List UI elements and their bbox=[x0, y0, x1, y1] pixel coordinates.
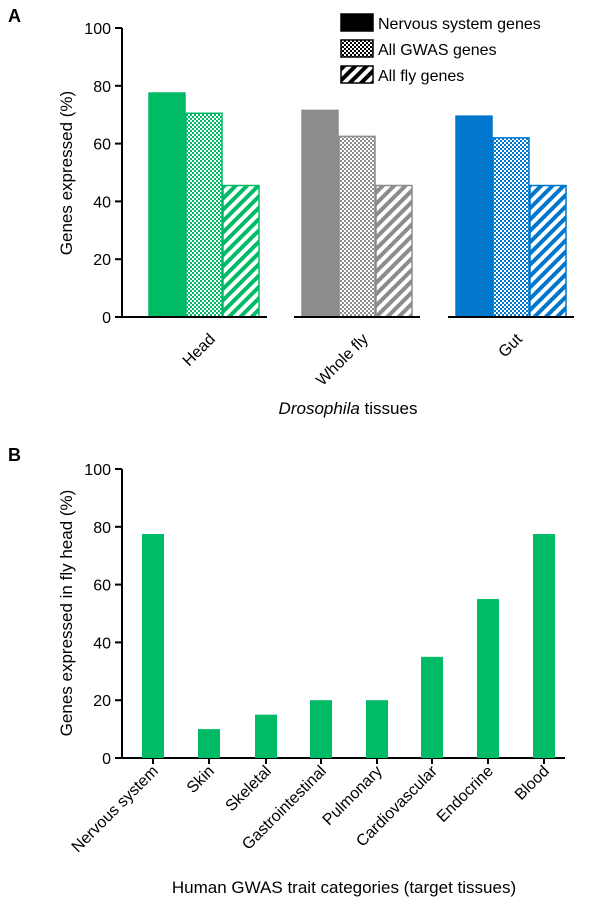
panel-b-bar bbox=[477, 599, 499, 758]
legend-swatch bbox=[340, 65, 374, 84]
panel-a-legend: Nervous system genes All GWAS genes All fl… bbox=[340, 13, 541, 85]
panel-a-bar bbox=[301, 109, 339, 318]
legend-swatch bbox=[340, 13, 374, 32]
panel-b-bar bbox=[142, 534, 164, 758]
panel-a-ytick-label: 80 bbox=[93, 79, 111, 96]
panel-b-ytick-label: 80 bbox=[93, 520, 111, 537]
panel-a-ytick-label: 20 bbox=[93, 252, 111, 269]
panel-b-bar bbox=[310, 700, 332, 758]
panel-b-ytick-label: 100 bbox=[84, 462, 111, 479]
legend-swatch bbox=[340, 39, 374, 58]
panel-a-xtick-label: Gut bbox=[496, 330, 527, 361]
panel-a-bar bbox=[185, 112, 223, 318]
panel-b-ytick-label: 40 bbox=[93, 635, 111, 652]
panel-a-bar bbox=[375, 184, 413, 318]
panel-a-bar bbox=[148, 92, 186, 318]
panel-a-xlabel-italic: Drosophila bbox=[279, 399, 360, 418]
panel-b-bar bbox=[421, 656, 443, 758]
panel-b-bar bbox=[198, 729, 220, 758]
panel-a-xlabel: Drosophila tissues bbox=[279, 399, 418, 418]
panel-b-ytick-label: 0 bbox=[102, 751, 111, 768]
legend-label: All fly genes bbox=[378, 68, 464, 85]
panel-a-bar bbox=[338, 135, 376, 318]
panel-b-bar bbox=[366, 700, 388, 758]
panel-a-xtick-label: Head bbox=[180, 331, 219, 370]
panel-b-ylabel: Genes expressed in fly head (%) bbox=[57, 490, 76, 737]
panel-a-bar bbox=[222, 184, 260, 318]
panel-a-ytick-label: 60 bbox=[93, 137, 111, 154]
panel-a-xlabel-rest: tissues bbox=[360, 399, 418, 418]
panel-b-xlabel: Human GWAS trait categories (target tiss… bbox=[172, 878, 516, 897]
panel-b-bar bbox=[533, 534, 555, 758]
panel-b-bar bbox=[255, 714, 277, 758]
legend-label: Nervous system genes bbox=[378, 16, 541, 33]
panel-b-xtick-label: Endocrine bbox=[434, 763, 497, 826]
panel-b-xtick-label: Blood bbox=[512, 763, 553, 804]
panel-a-ylabel: Genes expressed (%) bbox=[57, 91, 76, 255]
panel-b-xtick-label: Skeletal bbox=[223, 763, 275, 815]
panel-b-ytick-label: 20 bbox=[93, 693, 111, 710]
panel-a-ytick-label: 0 bbox=[102, 310, 111, 327]
panel-a-xtick-label: Whole fly bbox=[313, 331, 372, 390]
panel-a-bar bbox=[529, 184, 567, 318]
panel-a-ytick-label: 40 bbox=[93, 194, 111, 211]
panel-b-label: B bbox=[8, 445, 21, 465]
panel-b-xtick-label: Nervous system bbox=[69, 763, 162, 856]
legend-label: All GWAS genes bbox=[378, 42, 497, 59]
panel-a-bar bbox=[455, 115, 493, 318]
panel-b-xtick-label: Skin bbox=[184, 763, 218, 797]
panel-a-label: A bbox=[8, 6, 21, 26]
panel-a-bar bbox=[492, 137, 530, 318]
panel-a-plot: 0 20 40 60 80 100 Head Whole fly Gut Nervous syst… bbox=[84, 13, 574, 390]
panel-a-ytick-label: 100 bbox=[84, 21, 111, 38]
panel-b-ytick-label: 60 bbox=[93, 578, 111, 595]
